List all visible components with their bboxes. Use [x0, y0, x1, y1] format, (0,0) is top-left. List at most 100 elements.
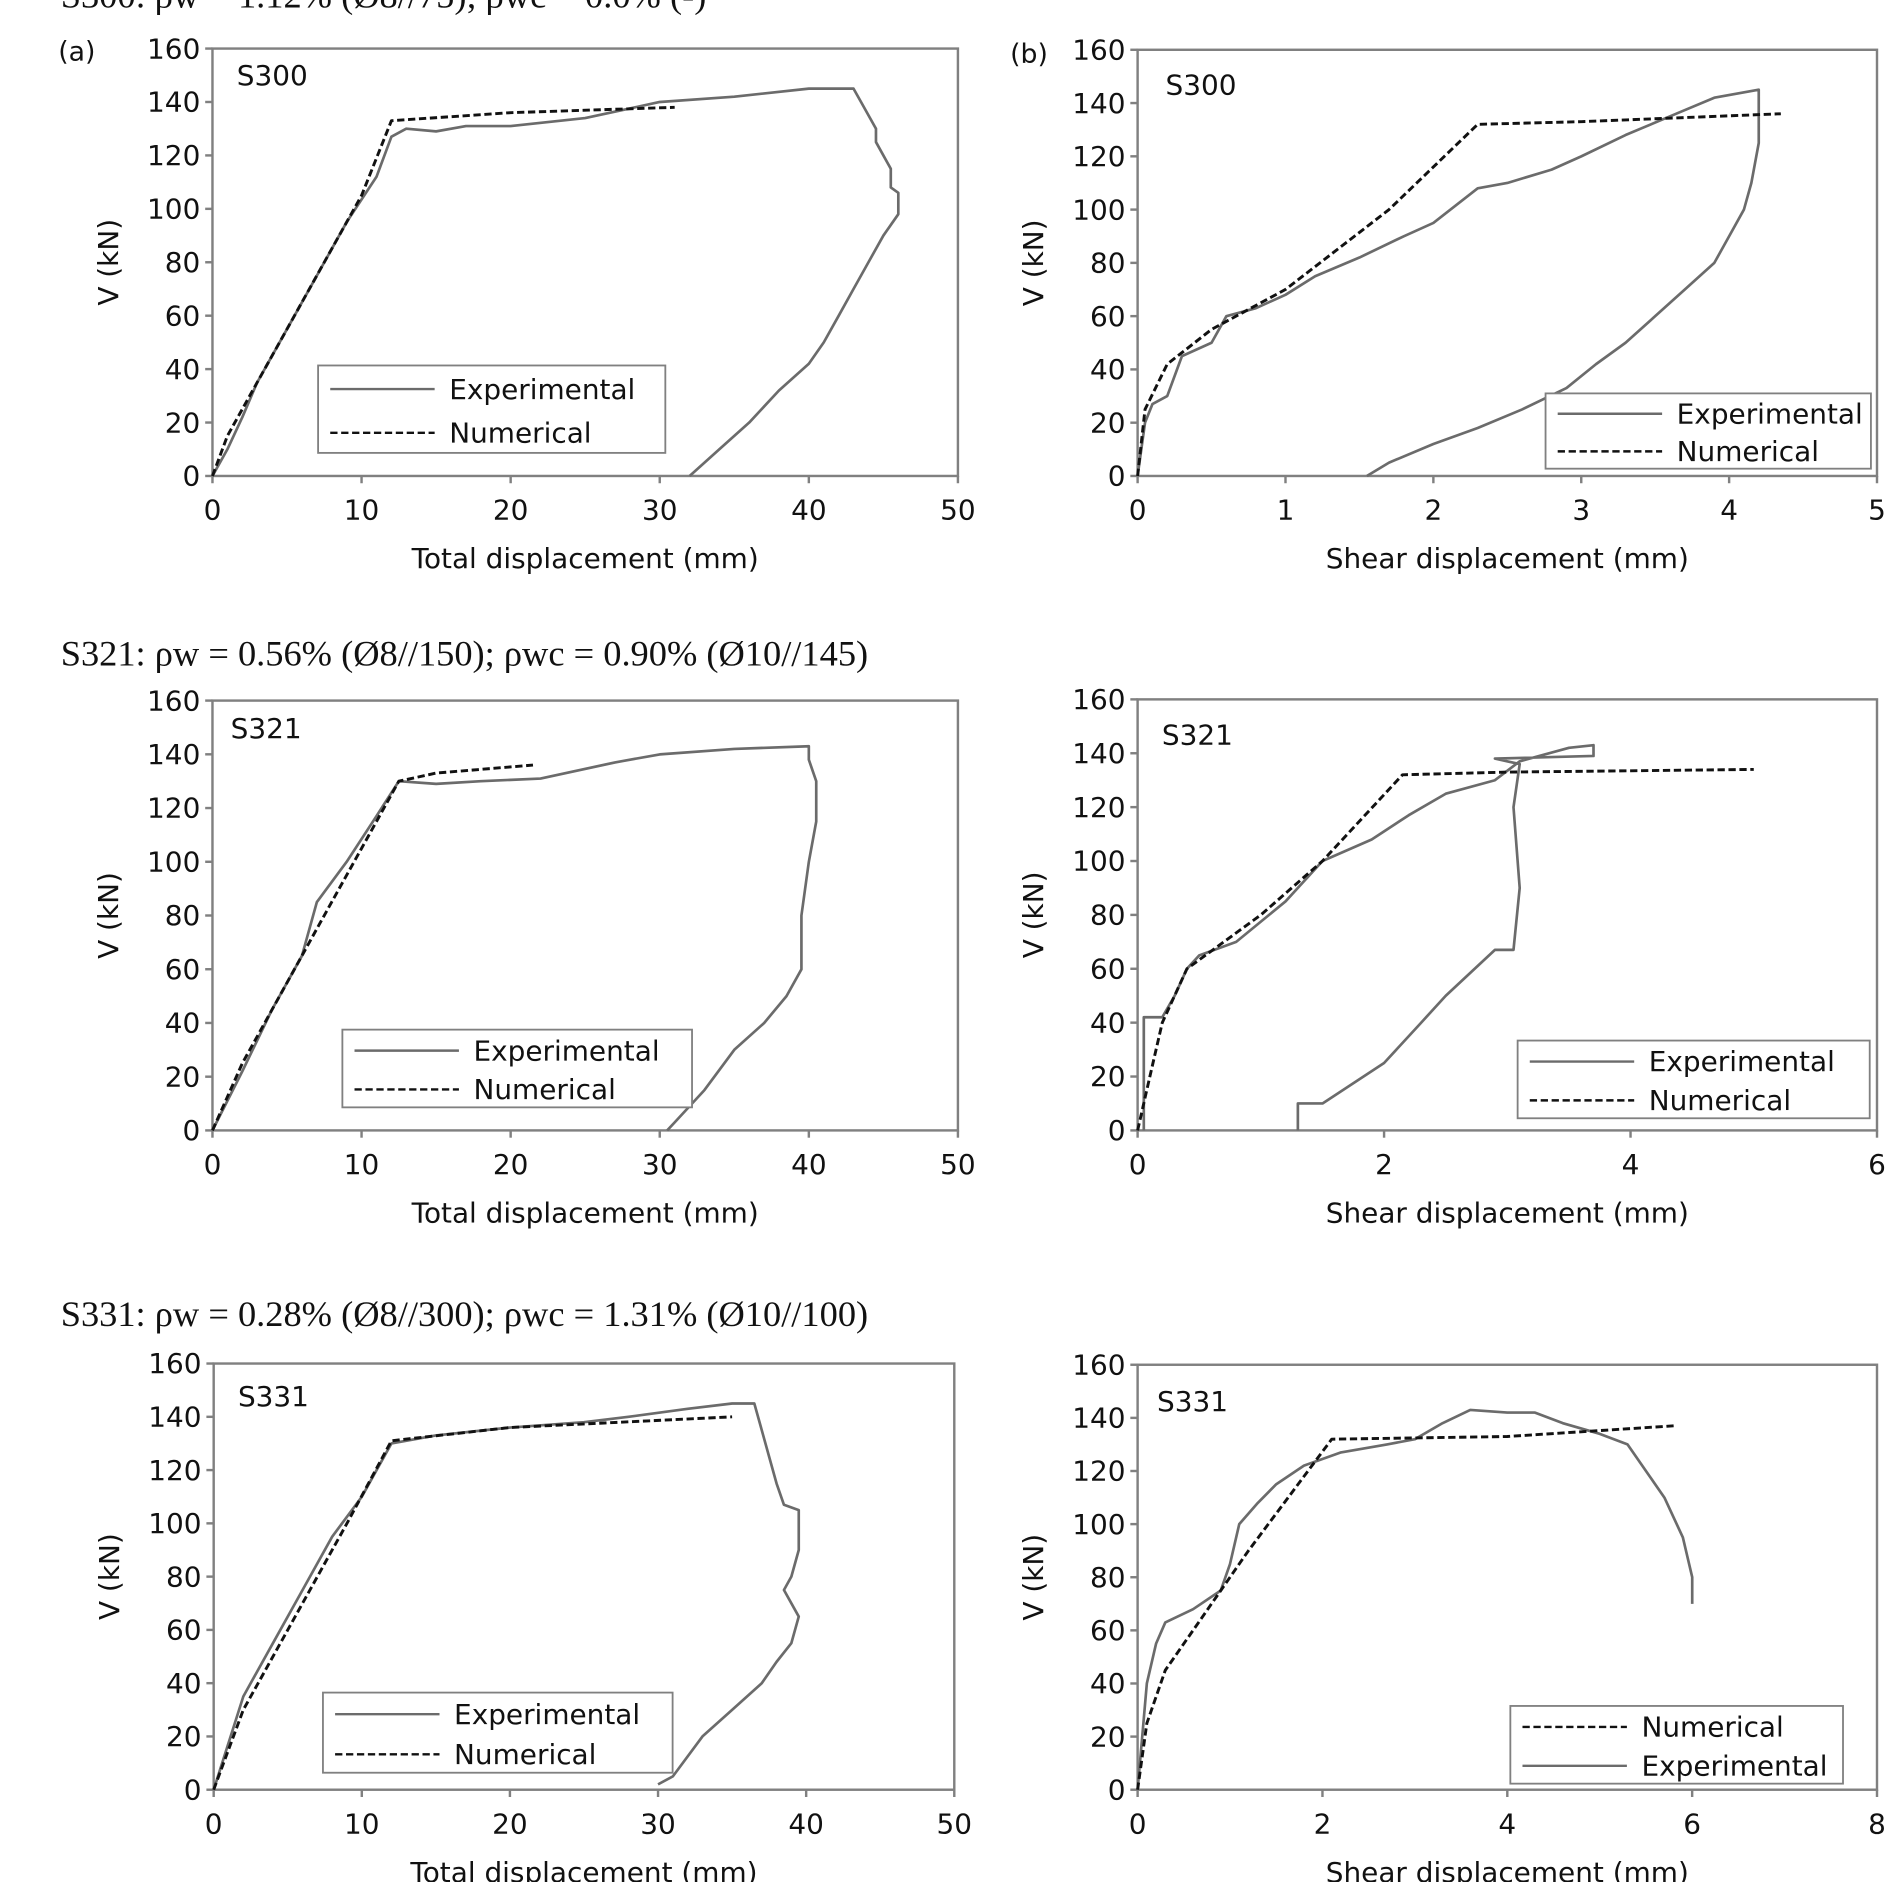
- y-tick-label: 80: [165, 246, 201, 279]
- y-tick-label: 80: [1090, 247, 1126, 280]
- x-tick-label: 0: [1129, 494, 1147, 527]
- x-axis-label: Total displacement (mm): [411, 542, 759, 575]
- x-tick-label: 10: [344, 1807, 380, 1840]
- x-tick-label: 50: [940, 494, 976, 527]
- y-axis-label: V (kN): [92, 219, 125, 306]
- legend: Experimental Numerical: [317, 364, 667, 454]
- x-tick-label: 50: [940, 1148, 976, 1181]
- y-tick-label: 20: [1090, 406, 1126, 439]
- y-tick-label: 40: [165, 353, 201, 386]
- legend-label-numerical: Numerical: [454, 1738, 596, 1771]
- y-tick-label: 100: [1072, 193, 1125, 226]
- y-tick-label: 60: [1090, 1614, 1126, 1647]
- y-tick-label: 100: [147, 193, 200, 226]
- legend: Numerical Experimental: [1509, 1705, 1844, 1785]
- x-tick-label: 4: [1720, 494, 1738, 527]
- x-tick-label: 2: [1314, 1807, 1332, 1840]
- y-tick-label: 40: [1090, 353, 1126, 386]
- y-tick-label: 0: [1108, 460, 1126, 493]
- y-tick-label: 120: [147, 792, 200, 825]
- x-tick-label: 6: [1868, 1148, 1886, 1181]
- y-tick-label: 20: [166, 1720, 202, 1753]
- y-tick-label: 120: [148, 1454, 201, 1487]
- series-experimental: [1136, 88, 1761, 478]
- legend-box: [1544, 392, 1872, 470]
- inset-label: S321: [231, 712, 302, 745]
- x-tick-label: 3: [1572, 494, 1590, 527]
- series-experimental: [1136, 1408, 1694, 1790]
- legend-label-experimental: Experimental: [1649, 1045, 1835, 1078]
- row-title-s300: S300: ρw = 1.12% (Ø8//75); ρwc = 0.0% (-…: [61, 0, 707, 15]
- legend-box: [317, 364, 667, 454]
- y-tick-label: 140: [1072, 1402, 1125, 1435]
- y-tick-label: 100: [1072, 845, 1125, 878]
- x-tick-label: 10: [344, 1148, 380, 1181]
- legend-box: [322, 1691, 674, 1774]
- x-axis-label: Total displacement (mm): [411, 1197, 759, 1230]
- x-tick-label: 40: [791, 494, 827, 527]
- x-tick-label: 30: [642, 1148, 678, 1181]
- legend: Experimental Numerical: [1516, 1039, 1871, 1120]
- x-tick-label: 2: [1424, 494, 1442, 527]
- series-numerical: [211, 763, 534, 1132]
- legend-label-numerical: Numerical: [449, 416, 591, 449]
- y-tick-label: 120: [147, 139, 200, 172]
- legend-label-experimental: Experimental: [1641, 1749, 1827, 1782]
- inset-label: S300: [237, 59, 308, 92]
- y-tick-label: 60: [165, 953, 201, 986]
- x-axis-label: Total displacement (mm): [409, 1856, 757, 1882]
- chart-S300-total: 0 20 40 60 80 100 120 140 160 0 10 20 30 40 50 Total di…: [92, 32, 976, 575]
- y-axis-label: V (kN): [92, 872, 125, 959]
- y-tick-label: 80: [1090, 899, 1126, 932]
- y-tick-label: 120: [1072, 1455, 1125, 1488]
- y-tick-label: 100: [148, 1507, 201, 1540]
- y-tick-label: 40: [1090, 1667, 1126, 1700]
- y-tick-label: 20: [165, 406, 201, 439]
- y-tick-label: 140: [147, 738, 200, 771]
- x-tick-label: 20: [492, 1807, 528, 1840]
- x-axis-label: Shear displacement (mm): [1326, 1197, 1689, 1230]
- x-tick-label: 0: [204, 494, 222, 527]
- y-tick-label: 140: [148, 1401, 201, 1434]
- series-experimental: [211, 744, 818, 1132]
- y-tick-label: 160: [1072, 33, 1125, 66]
- y-tick-label: 120: [1072, 791, 1125, 824]
- y-tick-label: 60: [165, 299, 201, 332]
- y-axis-label: V (kN): [1017, 1534, 1050, 1621]
- y-tick-label: 160: [1072, 683, 1125, 716]
- series-numerical: [1136, 767, 1754, 1131]
- y-tick-label: 160: [148, 1347, 201, 1380]
- legend: Experimental Numerical: [322, 1691, 674, 1774]
- row-title-s331: S331: ρw = 0.28% (Ø8//300); ρwc = 1.31% …: [61, 1294, 868, 1334]
- series-numerical: [1136, 112, 1781, 477]
- y-tick-label: 140: [1072, 737, 1125, 770]
- x-tick-label: 20: [493, 494, 529, 527]
- x-tick-label: 4: [1622, 1148, 1640, 1181]
- y-tick-label: 100: [1072, 1508, 1125, 1541]
- y-tick-label: 0: [183, 1114, 201, 1147]
- legend-label-experimental: Experimental: [1677, 397, 1863, 430]
- column-label-b: (b): [1010, 39, 1048, 70]
- x-tick-label: 1: [1277, 494, 1295, 527]
- x-tick-label: 8: [1868, 1807, 1886, 1840]
- x-tick-label: 10: [344, 494, 380, 527]
- x-tick-label: 40: [788, 1807, 824, 1840]
- y-tick-label: 100: [147, 845, 200, 878]
- y-tick-label: 120: [1072, 140, 1125, 173]
- y-axis-label: V (kN): [1017, 219, 1050, 306]
- inset-label: S331: [1157, 1385, 1228, 1418]
- x-tick-label: 0: [1129, 1807, 1147, 1840]
- inset-label: S331: [238, 1380, 309, 1413]
- y-tick-label: 60: [1090, 300, 1126, 333]
- chart-S300-shear: 0 20 40 60 80 100 120 140 160 0 1 2 3 4 5 Shear displac…: [1017, 33, 1886, 575]
- y-tick-label: 0: [184, 1773, 202, 1806]
- legend: Experimental Numerical: [1544, 392, 1872, 470]
- legend-box: [341, 1028, 693, 1109]
- legend-label-numerical: Numerical: [473, 1073, 615, 1106]
- y-axis-label: V (kN): [93, 1533, 126, 1620]
- x-tick-label: 50: [937, 1807, 973, 1840]
- series-numerical: [211, 105, 675, 477]
- legend-label-numerical: Numerical: [1641, 1711, 1783, 1744]
- y-tick-label: 80: [165, 899, 201, 932]
